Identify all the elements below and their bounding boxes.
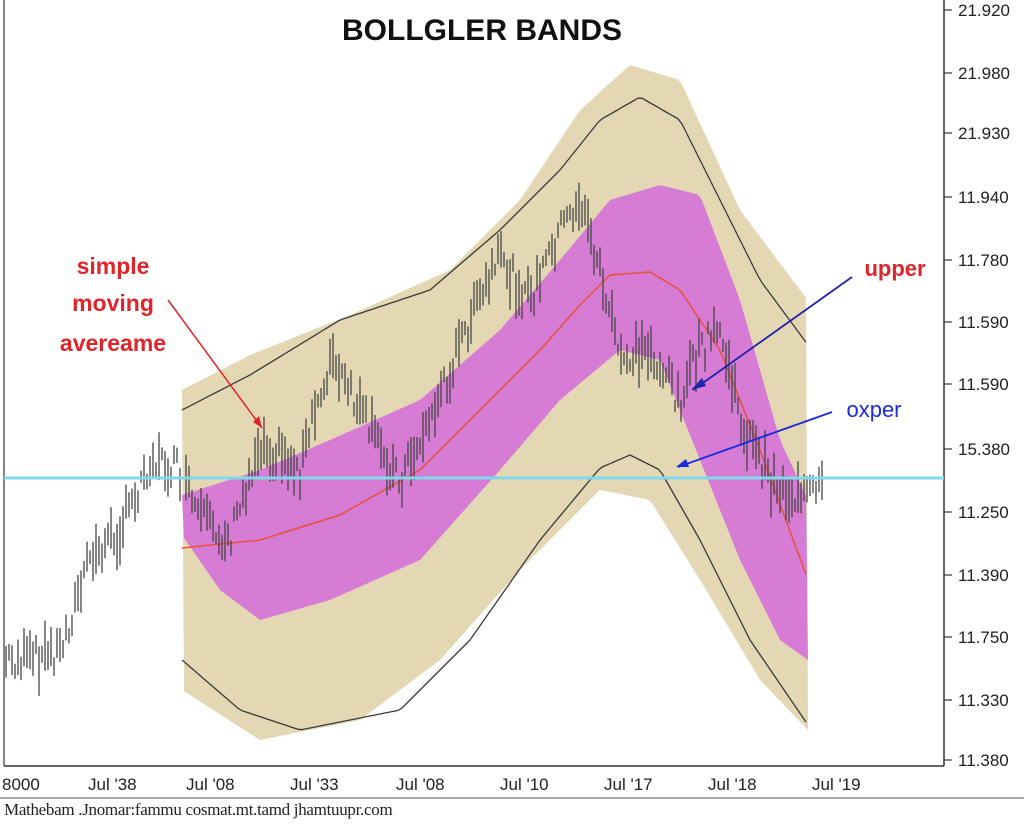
x-tick-label: 8000 [2, 775, 40, 794]
x-tick-label: Jul '10 [500, 775, 549, 794]
x-tick-label: Jul '33 [290, 775, 339, 794]
inner-band [182, 185, 808, 660]
x-tick-label: Jul '08 [396, 775, 445, 794]
price-series [5, 182, 823, 696]
sma-arrowhead [253, 416, 262, 428]
y-tick-label: 11.330 [958, 691, 1009, 710]
y-tick-label: 11.590 [958, 313, 1009, 332]
lower-band-line [181, 454, 807, 731]
footer-url: Mathebam .Jnomar:fammu cosmat.mt.tamd jh… [4, 800, 393, 819]
y-tick-label: 15.380 [958, 440, 1010, 459]
x-tick-label: Jul '38 [88, 775, 137, 794]
sma-annotation-arrow [167, 299, 263, 429]
bands-layer [181, 65, 808, 740]
y-tick-label: 11.940 [958, 188, 1009, 207]
sma-annotation-label: simple [77, 253, 150, 279]
y-tick-label: 11.590 [958, 375, 1009, 394]
y-tick-label: 11.390 [958, 566, 1009, 585]
labels: BOLLGLER BANDS simple moving avereame upper o… [60, 14, 926, 468]
upper-annotation-label: upper [864, 256, 926, 281]
lower-annotation-arrow [677, 411, 833, 468]
sma-annotation-label: avereame [60, 330, 166, 356]
y-tick-label: 11.250 [958, 503, 1009, 522]
price-bars [5, 182, 823, 696]
y-tick-label: 21.930 [958, 124, 1010, 143]
y-tick-label: 11.380 [958, 751, 1009, 770]
chart-title: BOLLGLER BANDS [342, 14, 622, 47]
x-tick-label: Jul '17 [604, 775, 653, 794]
y-tick-label: 21.920 [958, 1, 1010, 20]
sma-annotation-label: moving [72, 290, 154, 316]
lower-annotation-label: oxper [846, 397, 901, 422]
upper-arrowhead [691, 378, 706, 390]
upper-band-line [181, 97, 807, 411]
x-tick-label: Jul '19 [812, 775, 861, 794]
y-tick-label: 11.750 [958, 628, 1009, 647]
x-tick-label: Jul '08 [186, 775, 235, 794]
y-tick-label: 11.780 [958, 251, 1009, 270]
x-tick-label: Jul '18 [708, 775, 757, 794]
axes: 21.920 21.980 21.930 11.940 11.780 11.590 11.5… [0, 0, 1024, 799]
lower-arrowhead [676, 459, 689, 467]
sma-line [181, 271, 807, 575]
y-tick-label: 21.980 [958, 64, 1010, 83]
upper-annotation-arrow [692, 276, 853, 391]
